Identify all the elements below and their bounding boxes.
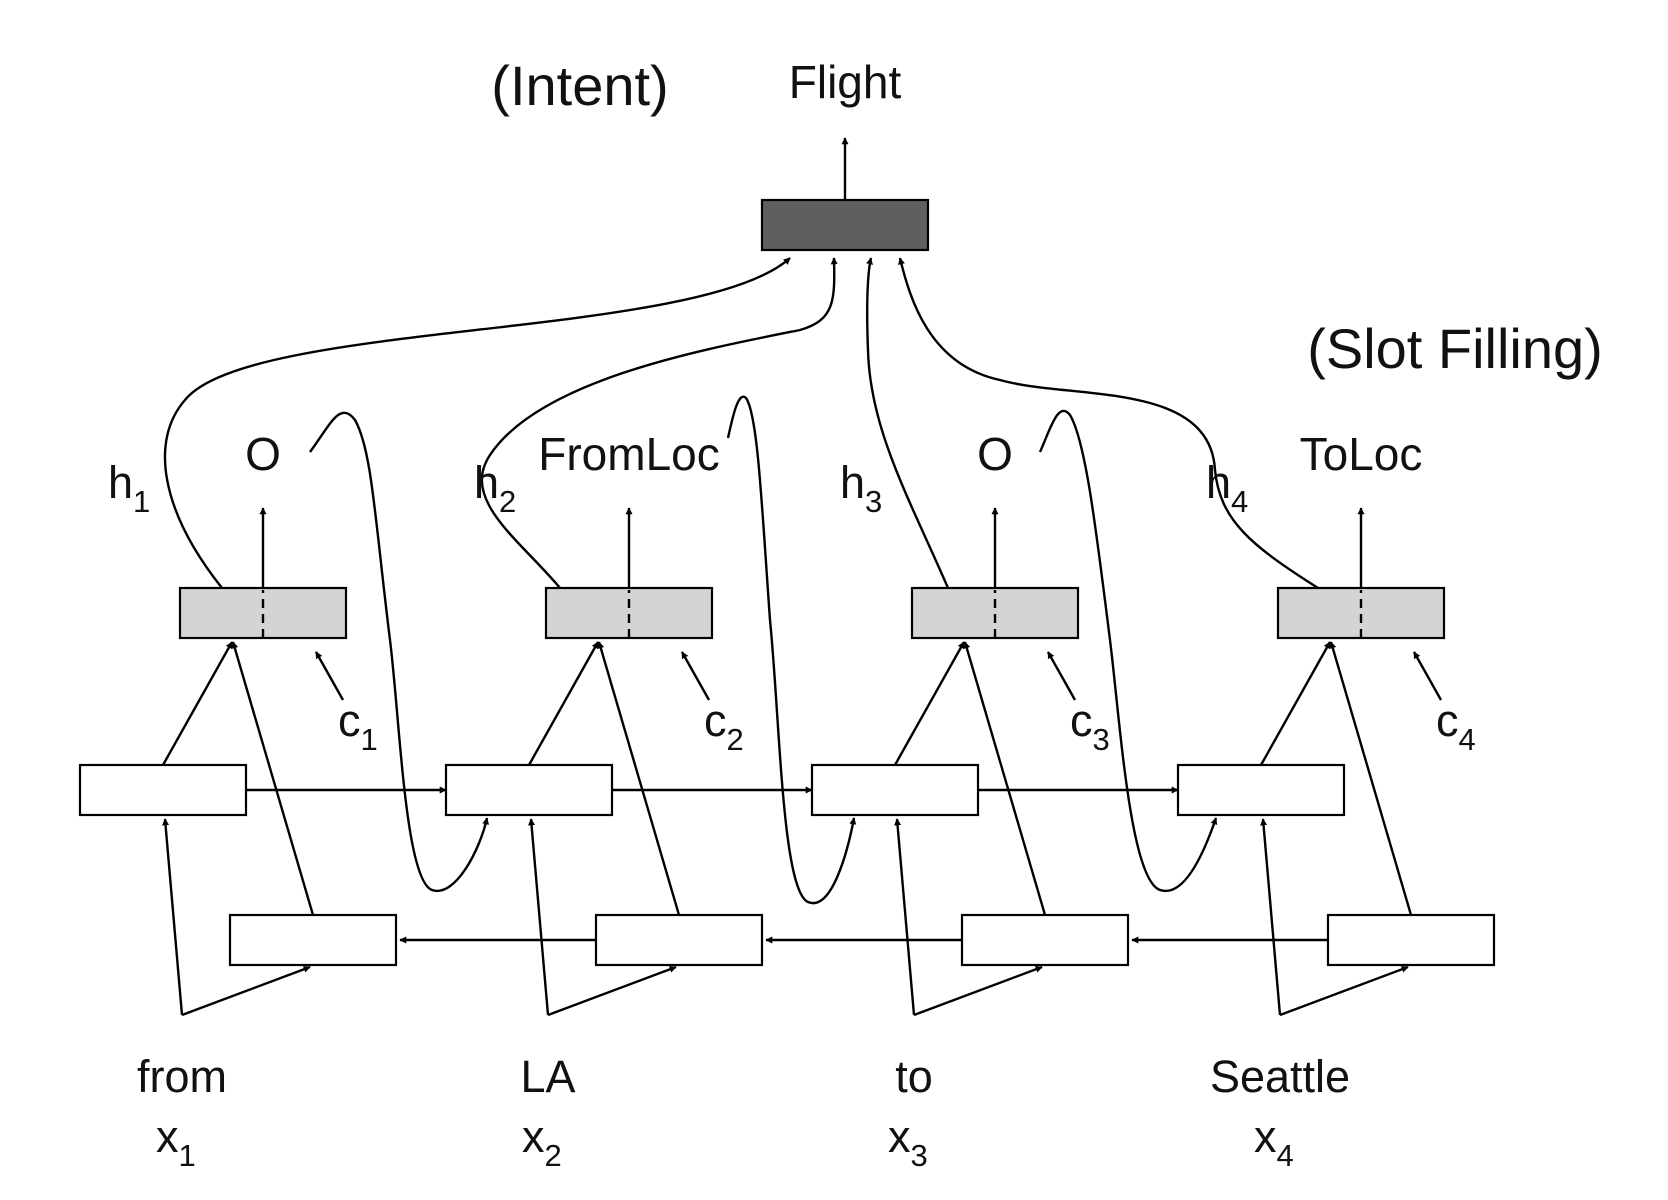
context-arrow-1 <box>314 651 345 701</box>
backward-to-decoder-arrow-2 <box>597 641 681 916</box>
input-x-3-subscript: 3 <box>911 1138 928 1173</box>
context-3-symbol: c <box>1070 695 1093 746</box>
hidden-state-3-subscript: 3 <box>865 484 882 519</box>
hidden-state-1-symbol: h <box>108 457 133 508</box>
intent-caption: (Intent) <box>491 54 668 117</box>
input-word-1: from <box>137 1051 227 1102</box>
forward-encoder-box-3 <box>810 763 980 817</box>
context-arrow-4 <box>1412 651 1443 701</box>
context-2-symbol: c <box>704 695 727 746</box>
slot-label-2: FromLoc <box>538 428 719 480</box>
input-to-backward-arrow-4 <box>1279 965 1409 1017</box>
slot-label-4: ToLoc <box>1300 428 1423 480</box>
context-4-symbol: c <box>1436 695 1459 746</box>
context-2-subscript: 2 <box>727 722 744 757</box>
recurrent-curve-3 <box>1038 409 1218 893</box>
input-x-1-subscript: 1 <box>179 1138 196 1173</box>
input-x-4-label: x4 <box>1254 1111 1294 1173</box>
input-x-2-label: x2 <box>522 1111 562 1173</box>
context-3-label: c3 <box>1070 695 1110 757</box>
input-word-2: LA <box>520 1051 575 1102</box>
input-x-4-symbol: x <box>1254 1111 1277 1162</box>
input-to-forward-arrow-3 <box>894 818 916 1016</box>
backward-encoder-box-3 <box>960 913 1130 967</box>
input-word-3: to <box>895 1051 933 1102</box>
recurrent-curve-2 <box>726 395 857 905</box>
context-4-label: c4 <box>1436 695 1476 757</box>
h1-to-intent-curve <box>163 257 791 589</box>
context-arrow-2 <box>680 651 711 701</box>
forward-to-decoder-arrow-3 <box>893 641 966 766</box>
backward-to-decoder-arrow-3 <box>963 641 1047 916</box>
backward-to-decoder-arrow-4 <box>1329 641 1413 916</box>
forward-to-decoder-arrow-2 <box>527 641 600 766</box>
hidden-state-4-symbol: h <box>1206 457 1231 508</box>
input-x-2-symbol: x <box>522 1111 545 1162</box>
input-to-backward-arrow-1 <box>181 965 311 1017</box>
slot-label-3: O <box>977 428 1013 480</box>
backward-encoder-box-1 <box>228 913 398 967</box>
forward-encoder-box-4 <box>1176 763 1346 817</box>
forward-encoder-box-2 <box>444 763 614 817</box>
steps: Oh1c1fromx1FromLoch2c2LAx2Oh3c3tox3ToLoc… <box>78 428 1496 1173</box>
intent-output-box <box>760 198 930 252</box>
hidden-state-1-subscript: 1 <box>133 484 150 519</box>
slot-filling-caption: (Slot Filling) <box>1307 317 1603 380</box>
backward-encoder-box-2 <box>594 913 764 967</box>
forward-encoder-box-1 <box>78 763 248 817</box>
context-1-subscript: 1 <box>361 722 378 757</box>
context-1-label: c1 <box>338 695 378 757</box>
forward-to-decoder-arrow-1 <box>161 641 234 766</box>
input-x-2-subscript: 2 <box>545 1138 562 1173</box>
h4-to-intent-curve <box>898 257 1319 590</box>
context-4-subscript: 4 <box>1459 722 1476 757</box>
hidden-state-2-subscript: 2 <box>499 484 516 519</box>
input-x-3-label: x3 <box>888 1111 928 1173</box>
hidden-state-3-label: h3 <box>840 457 882 519</box>
context-3-subscript: 3 <box>1093 722 1110 757</box>
backward-encoder-box-4 <box>1326 913 1496 967</box>
input-to-forward-arrow-2 <box>528 818 550 1016</box>
input-x-3-symbol: x <box>888 1111 911 1162</box>
hidden-state-2-symbol: h <box>474 457 499 508</box>
input-x-1-symbol: x <box>156 1111 179 1162</box>
input-to-forward-arrow-1 <box>162 818 184 1016</box>
context-arrow-3 <box>1046 651 1077 701</box>
forward-to-decoder-arrow-4 <box>1259 641 1332 766</box>
intent-label: Flight <box>789 56 902 108</box>
context-2-label: c2 <box>704 695 744 757</box>
h2-to-intent-curve <box>480 257 838 589</box>
input-to-backward-arrow-3 <box>913 965 1043 1017</box>
hidden-state-3-symbol: h <box>840 457 865 508</box>
input-x-1-label: x1 <box>156 1111 196 1173</box>
hidden-state-4-label: h4 <box>1206 457 1248 519</box>
backward-to-decoder-arrow-1 <box>231 641 315 916</box>
slot-label-1: O <box>245 428 281 480</box>
hidden-state-1-label: h1 <box>108 457 150 519</box>
input-to-backward-arrow-2 <box>547 965 677 1017</box>
input-word-4: Seattle <box>1210 1051 1350 1102</box>
input-to-forward-arrow-4 <box>1260 818 1282 1016</box>
h3-to-intent-curve <box>865 257 950 589</box>
recurrent-curve-1 <box>309 411 490 893</box>
hidden-state-4-subscript: 4 <box>1231 484 1248 519</box>
context-1-symbol: c <box>338 695 361 746</box>
input-x-4-subscript: 4 <box>1277 1138 1294 1173</box>
hidden-state-2-label: h2 <box>474 457 516 519</box>
